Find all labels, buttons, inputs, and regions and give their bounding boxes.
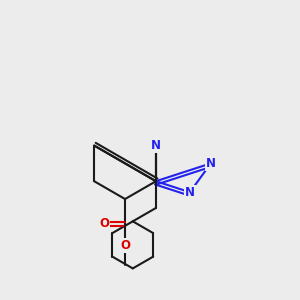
- Text: O: O: [120, 239, 130, 252]
- Text: N: N: [151, 139, 161, 152]
- Text: O: O: [99, 217, 109, 230]
- Text: N: N: [206, 157, 216, 170]
- Text: N: N: [185, 186, 195, 199]
